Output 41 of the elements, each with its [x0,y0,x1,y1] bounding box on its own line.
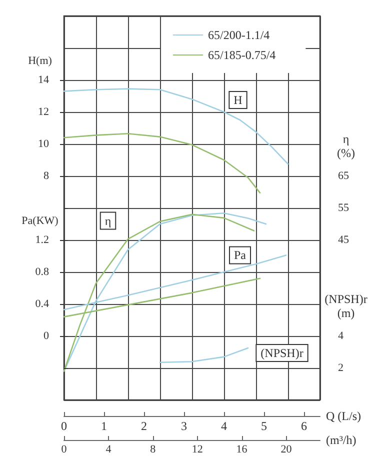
y2-axis-title: (NPSH)r (m) [324,292,368,320]
x-tick-label: 1 [101,419,107,433]
x-tick-label: 0 [61,419,67,433]
legend-label: 65/185-0.75/4 [208,48,276,62]
y2-tick-label: 65 [338,170,350,182]
y3-tick-label: 0.4 [35,298,50,310]
x-axis-title: Q (L/s) [326,409,361,423]
y2-tick-label: 45 [338,234,350,246]
x2-tick-label: 8 [150,444,156,456]
legend-label: 65/200-1.1/4 [208,28,270,42]
y-axis-title: H(m) [28,55,52,67]
line-series [63,132,261,194]
y-tick-label: 14 [38,74,50,86]
x-tick-label: 6 [301,419,307,433]
line-series [159,347,249,364]
x-tick-label: 2 [141,419,147,433]
x-tick-label: 3 [181,419,187,433]
annotation: η [104,214,112,228]
annotation: Pa [234,248,247,262]
y3-tick-label: 0.8 [35,266,50,278]
x2-tick-label: 20 [280,444,292,456]
x2-tick-label: 4 [106,444,112,456]
annotation: H [234,93,243,107]
y2-axis-title: η (%) [337,132,355,160]
y2-tick-label: 4 [338,330,344,342]
y2-tick-label: 2 [338,362,344,374]
x2-tick-label: 16 [236,444,248,456]
x-tick-label: 4 [221,419,227,433]
y2-tick-label: 55 [338,202,350,214]
line-series [63,88,289,165]
annotation: (NPSH)r [260,346,304,360]
x2-axis-title: (m³/h) [326,433,356,447]
x-tick-label: 5 [261,419,267,433]
x2-tick-label: 0 [61,444,68,456]
x2-tick-label: 12 [192,444,203,456]
y3-tick-label: 1.2 [35,234,49,246]
y3-tick-label: 0 [44,330,50,342]
y-tick-label: 8 [44,170,50,182]
y3-axis-title: Pa(KW) [22,215,59,227]
y-tick-label: 10 [38,138,50,150]
y-tick-label: 12 [38,106,49,118]
